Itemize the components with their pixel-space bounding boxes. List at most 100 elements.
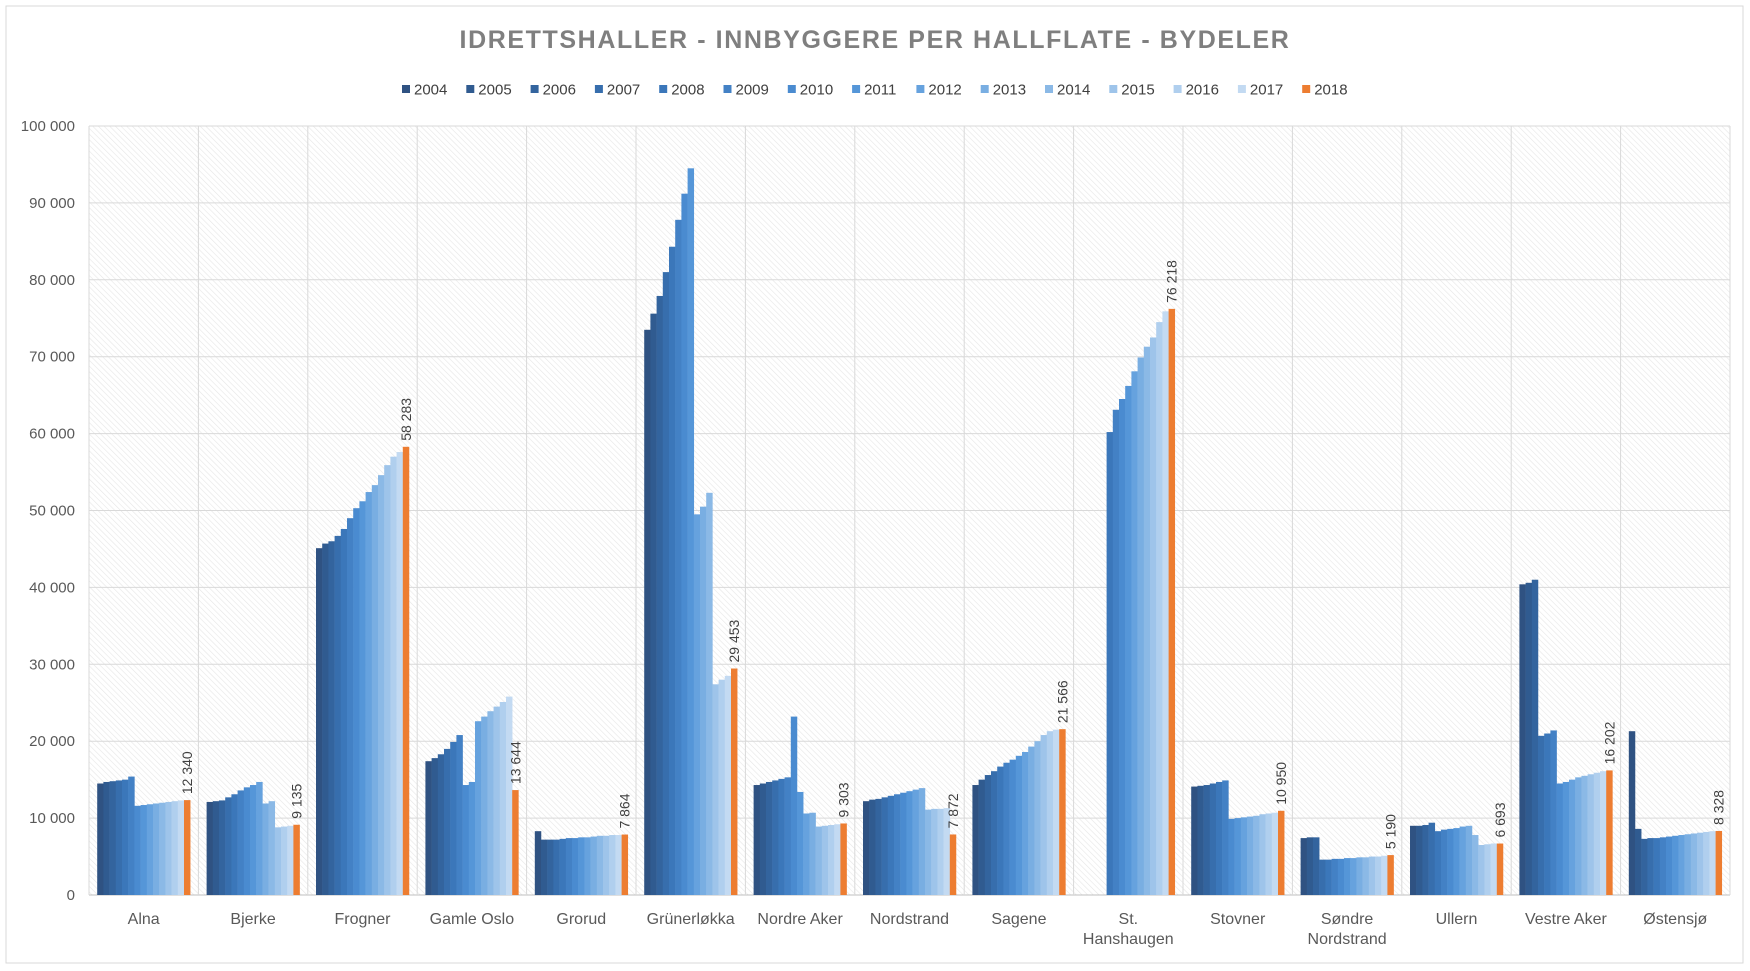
bar-vestre-aker-2015	[1587, 774, 1595, 895]
bar-ostensjo-2014	[1690, 833, 1698, 895]
bar-sagene-2010	[1009, 759, 1017, 895]
bar-nordstrand-2006	[875, 798, 882, 896]
bar-alna-2009	[128, 776, 135, 895]
bar-grunerlokka-2005	[650, 313, 657, 895]
legend-item-2004: 2004	[402, 82, 447, 99]
bar-ostensjo-2017	[1709, 831, 1716, 895]
bar-ullern-2005	[1416, 825, 1423, 895]
data-label-vestre-aker: 16 202	[1601, 721, 1617, 764]
bar-stovner-2016	[1265, 813, 1273, 895]
bar-grunerlokka-2004	[644, 329, 651, 895]
bar-nordre-aker-2017	[834, 824, 841, 895]
bar-alna-2010	[134, 805, 141, 895]
bar-bjerke-2011	[250, 785, 257, 895]
legend-swatch	[659, 85, 668, 93]
data-labels: 12 340 9 135 58 283 13 644 7 864 29 453 9 303 7…	[179, 260, 1727, 849]
bar-alna-2004	[97, 783, 104, 895]
bar-vestre-aker-2011	[1562, 781, 1570, 895]
bar-stovner-2005	[1197, 785, 1204, 895]
bar-gamle-oslo-2011	[468, 781, 476, 895]
bar-grorud-2005	[541, 839, 548, 895]
bar-nordstrand-2009	[894, 794, 901, 895]
legend-swatch	[1045, 85, 1053, 93]
bar-frogner-2006	[328, 541, 335, 895]
legend-item-2014: 2014	[1045, 82, 1090, 99]
bar-gamle-oslo-2012	[475, 721, 482, 895]
bar-stovner-2014	[1253, 815, 1260, 895]
bar-bjerke-2015	[274, 827, 282, 895]
bar-group-frogner	[316, 446, 410, 895]
bar-grunerlokka-2011	[687, 168, 695, 896]
bar-sondre-nordstrand-2005	[1306, 837, 1314, 895]
bar-ostensjo-2006	[1641, 838, 1648, 895]
category-label-vestre-aker: Vestre Aker	[1525, 911, 1607, 928]
bar-bjerke-2012	[256, 781, 263, 895]
bar-grunerlokka-2015	[712, 684, 719, 895]
bar-bjerke-2017	[287, 825, 294, 895]
x-axis-labels: Alna Bjerke Frogner Gamle Oslo Grorud Grünerl…	[128, 911, 1708, 948]
legend-swatch	[787, 85, 796, 93]
bar-nordstrand-2008	[887, 795, 895, 895]
bar-grunerlokka-2007	[662, 272, 670, 895]
bar-sondre-nordstrand-2007	[1319, 859, 1326, 895]
bar-sondre-nordstrand-2015	[1368, 856, 1376, 895]
bar-gamle-oslo-2017	[506, 696, 513, 895]
bar-ullern-2008	[1434, 831, 1442, 895]
bar-sondre-nordstrand-2017	[1381, 855, 1388, 895]
bar-sondre-nordstrand-2011	[1344, 858, 1351, 895]
bar-bjerke-2009	[237, 790, 245, 895]
bar-nordstrand-2018	[949, 834, 957, 895]
bar-ullern-2010	[1447, 828, 1454, 895]
bar-group-grunerlokka	[644, 168, 738, 896]
legend-swatch	[1109, 85, 1118, 93]
bar-nordstrand-2012	[912, 789, 920, 895]
bar-grunerlokka-2017	[724, 675, 732, 895]
y-tick-label: 20 000	[29, 733, 75, 750]
legend-swatch	[594, 85, 603, 93]
bar-stovner-2013	[1247, 816, 1254, 895]
bar-sagene-2015	[1040, 735, 1048, 895]
data-label-grorud: 7 864	[617, 793, 633, 828]
bar-nordstrand-2010	[900, 792, 907, 895]
bar-ullern-2016	[1484, 844, 1491, 895]
bar-ullern-2011	[1453, 828, 1460, 895]
bar-frogner-2007	[334, 535, 342, 895]
bar-stovner-2015	[1259, 814, 1266, 895]
bar-group-sondre-nordstrand	[1300, 837, 1394, 895]
legend-item-2009: 2009	[723, 82, 769, 99]
data-label-st-hanshaugen: 76 218	[1164, 260, 1180, 303]
bar-nordstrand-2014	[925, 809, 932, 895]
bar-vestre-aker-2014	[1581, 775, 1588, 895]
bar-sagene-2011	[1015, 755, 1023, 895]
bar-sagene-2008	[997, 766, 1004, 895]
y-tick-label: 0	[67, 887, 75, 904]
data-label-alna: 12 340	[179, 751, 195, 794]
bar-st-hanshaugen-2015	[1150, 337, 1157, 896]
bar-grunerlokka-2010	[681, 193, 688, 896]
bar-bjerke-2008	[231, 794, 238, 895]
bar-gamle-oslo-2015	[493, 706, 501, 895]
bar-grunerlokka-2012	[693, 514, 701, 895]
bar-gamle-oslo-2008	[450, 741, 457, 895]
bar-gamle-oslo-2004	[425, 761, 432, 895]
bar-nordre-aker-2011	[797, 791, 804, 895]
legend-item-2018: 2018	[1302, 82, 1348, 99]
bar-vestre-aker-2008	[1544, 733, 1551, 895]
bar-frogner-2009	[347, 518, 354, 895]
bar-ostensjo-2016	[1703, 831, 1710, 895]
bar-st-hanshaugen-2011	[1125, 385, 1132, 895]
bar-grorud-2013	[590, 836, 598, 895]
bar-group-bjerke	[206, 781, 300, 895]
bar-vestre-aker-2012	[1569, 779, 1576, 895]
legend-swatch	[1173, 85, 1182, 93]
bar-frogner-2008	[340, 528, 348, 895]
bar-grorud-2004	[534, 831, 542, 895]
legend-label: 2015	[1121, 82, 1154, 99]
category-label-sagene: Sagene	[991, 911, 1046, 928]
y-tick-label: 100 000	[21, 118, 75, 135]
legend-label: 2005	[478, 82, 511, 99]
bar-stovner-2006	[1203, 785, 1211, 895]
data-label-ostensjo: 8 328	[1711, 790, 1727, 825]
bar-vestre-aker-2005	[1525, 582, 1533, 895]
bar-grorud-2011	[578, 837, 585, 895]
